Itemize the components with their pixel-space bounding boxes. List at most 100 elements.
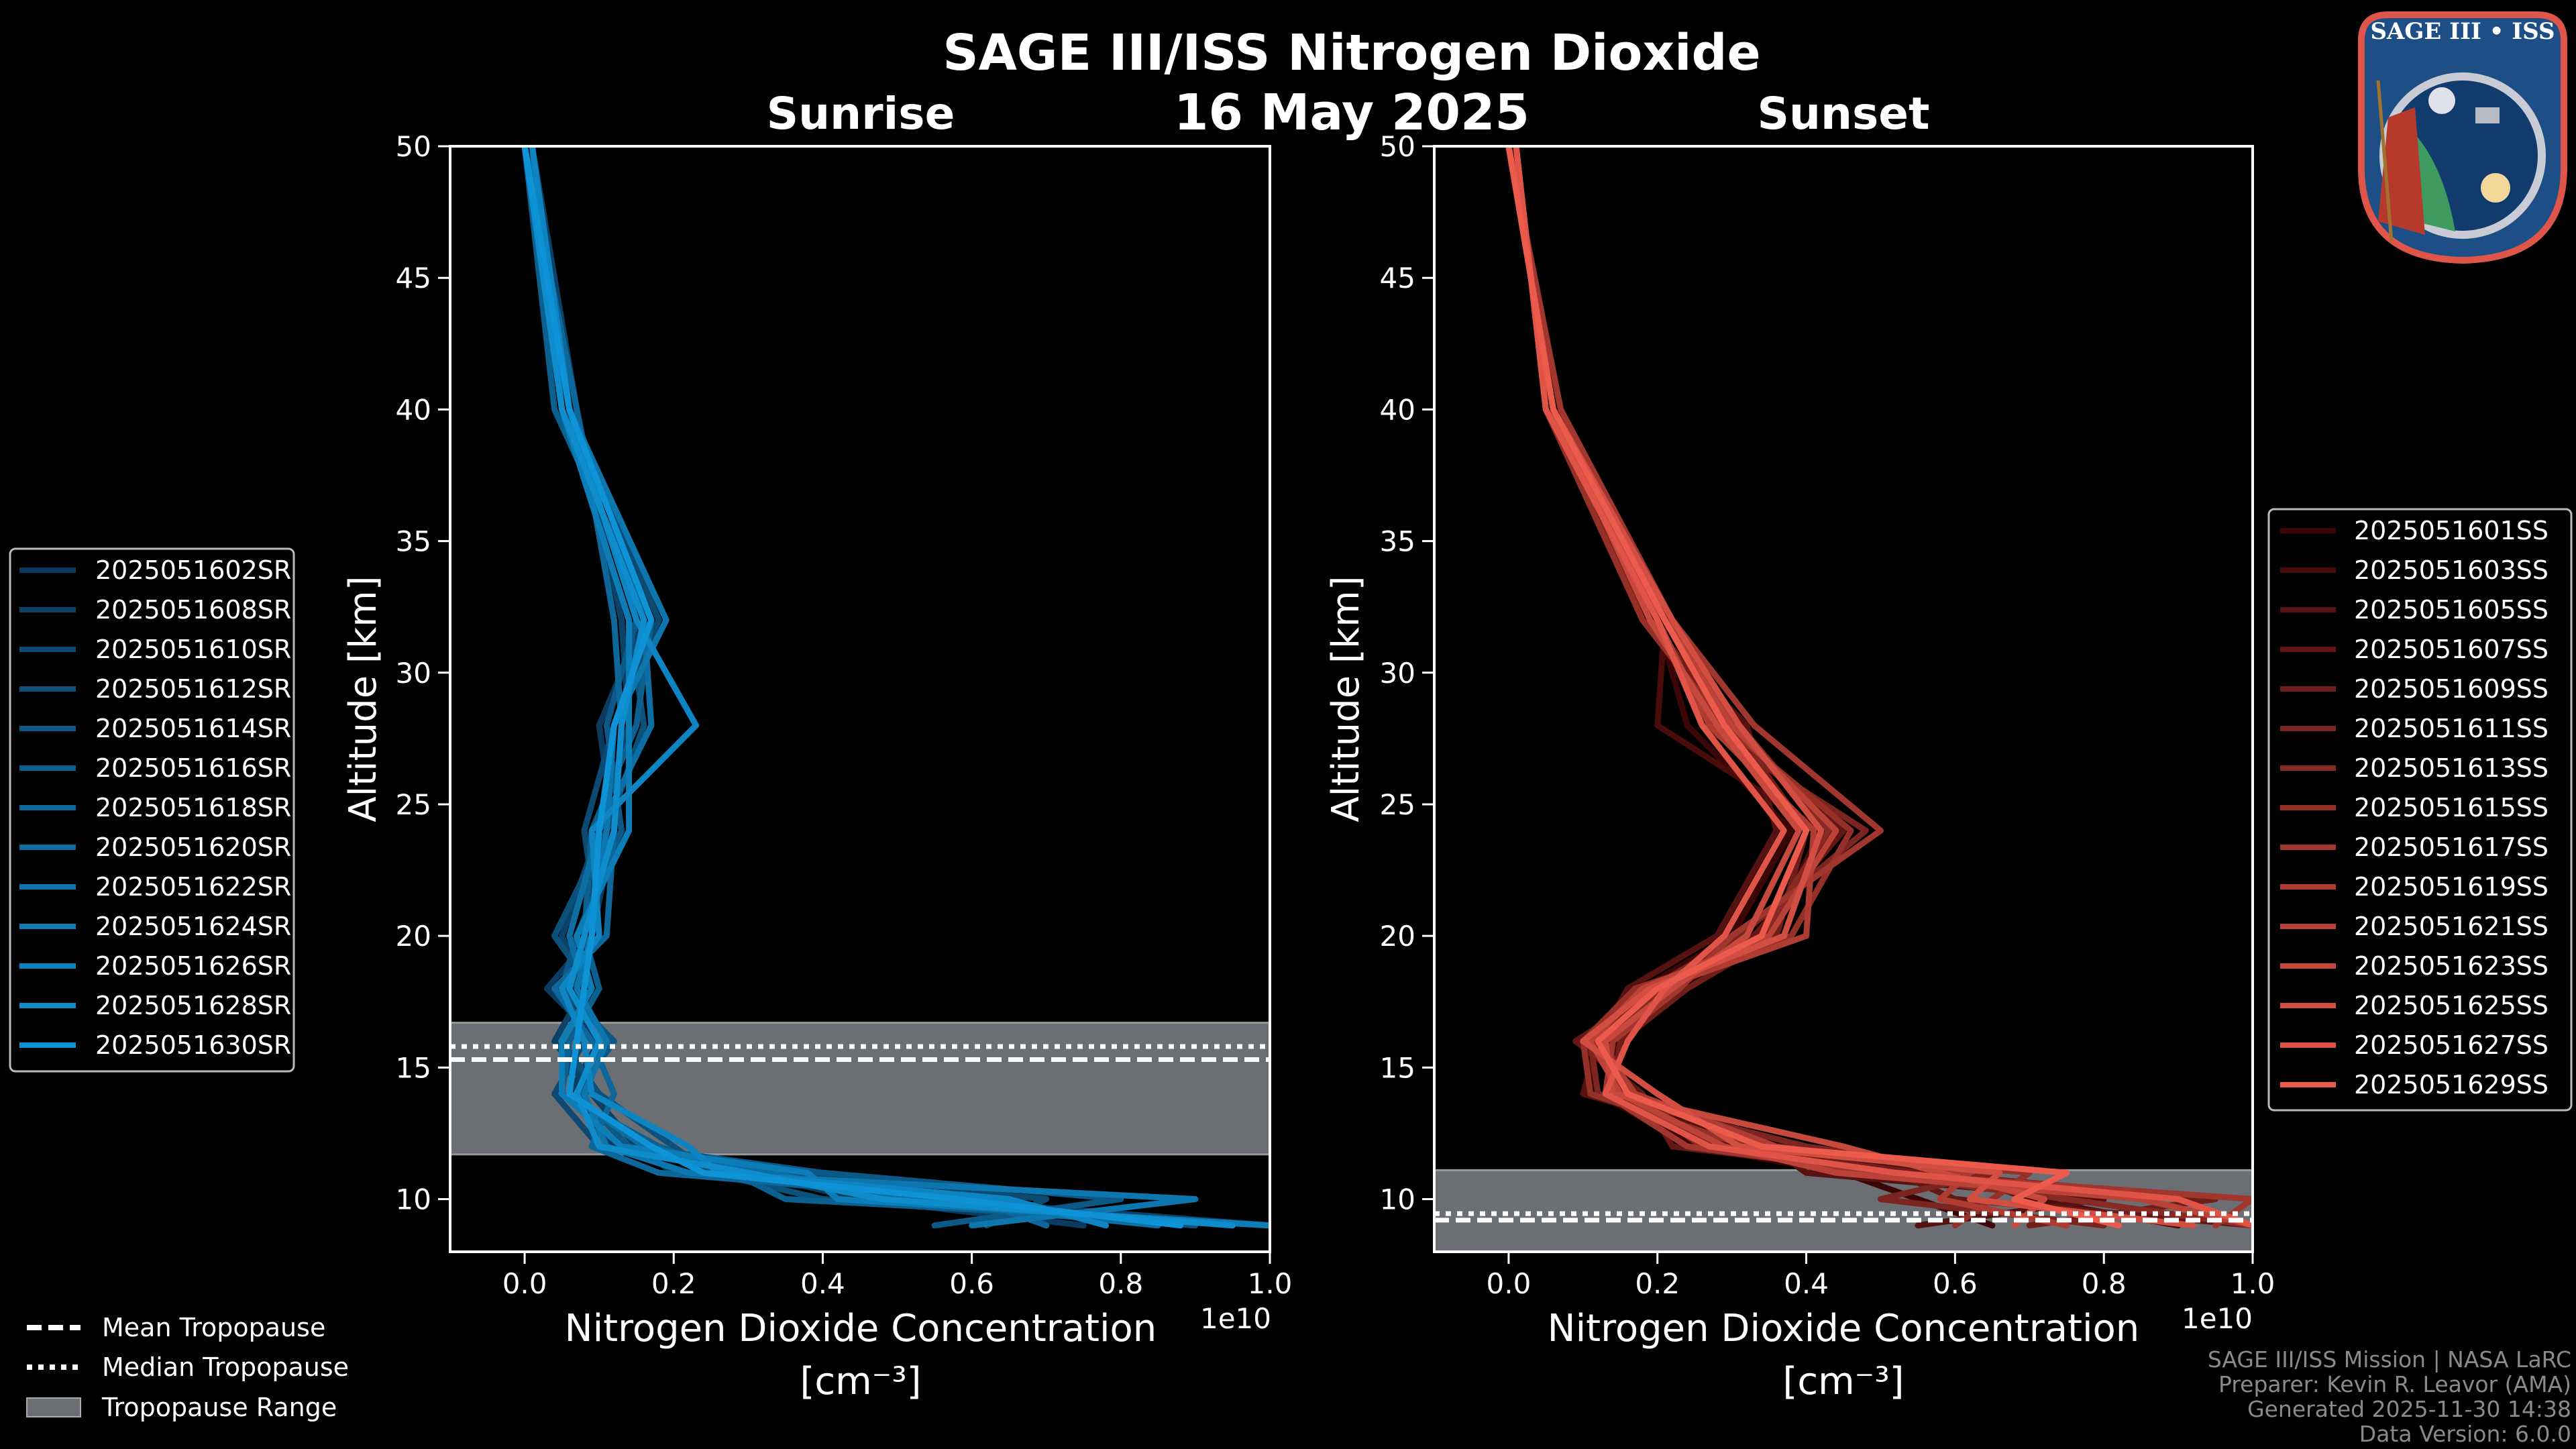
- footer-generated: Generated 2025-11-30 14:38: [2247, 1396, 2571, 1422]
- profile-line-2025051618SR: [521, 146, 1050, 1229]
- legend-label-2025051623SS: 2025051623SS: [2354, 951, 2548, 981]
- profile-line-2025051615SS: [1513, 146, 2033, 1229]
- y-tick-label: 45: [396, 262, 431, 294]
- y-tick-label: 10: [396, 1183, 431, 1216]
- sunset-x-axis-units: [cm⁻³]: [1782, 1360, 1904, 1403]
- profile-line-2025051622SR: [521, 146, 1199, 1229]
- x-tick-label: 0.6: [949, 1267, 994, 1300]
- legend-label-2025051605SS: 2025051605SS: [2354, 595, 2548, 625]
- x-tick-label: 0.2: [651, 1267, 696, 1300]
- x-tick-label: 1.0: [2231, 1267, 2275, 1300]
- legend-label-2025051617SS: 2025051617SS: [2354, 833, 2548, 862]
- profile-line-2025051630SR: [521, 146, 1184, 1229]
- x-tick-label: 0.4: [1784, 1267, 1829, 1300]
- sunrise-legend: 2025051602SR 2025051608SR 2025051610SR 2025…: [9, 547, 295, 1073]
- legend-label-2025051614SR: 2025051614SR: [95, 714, 291, 743]
- profile-line-2025051605SS: [1505, 146, 2107, 1229]
- legend-label-2025051615SS: 2025051615SS: [2354, 793, 2548, 822]
- sunset-x-multiplier: 1e10: [2182, 1302, 2253, 1335]
- sunrise-x-axis-units: [cm⁻³]: [800, 1360, 921, 1403]
- y-tick-label: 10: [1380, 1183, 1415, 1216]
- profile-line-2025051629SS: [1505, 146, 2122, 1229]
- x-tick-label: 0.2: [1635, 1267, 1680, 1300]
- x-tick-label: 1.0: [1248, 1267, 1293, 1300]
- sunrise-x-multiplier: 1e10: [1200, 1302, 1271, 1335]
- legend-label-2025051612SR: 2025051612SR: [95, 674, 291, 704]
- sunrise-x-axis-label: Nitrogen Dioxide Concentration: [565, 1307, 1157, 1350]
- tropopause-range-swatch: [26, 1397, 81, 1417]
- y-tick-label: 40: [396, 393, 431, 426]
- legend-label-2025051618SR: 2025051618SR: [95, 793, 291, 822]
- profile-line-2025051625SS: [1505, 146, 2196, 1229]
- sunset-panel-title: Sunset: [1757, 88, 1929, 140]
- legend-label-2025051616SR: 2025051616SR: [95, 753, 291, 783]
- y-tick-label: 35: [396, 525, 431, 558]
- x-tick-label: 0.6: [1933, 1267, 1978, 1300]
- sunrise-panel: 0.0 0.2 0.4 0.6 0.8 1.0 10 15 20 25 30 35 40 45 50: [396, 130, 1293, 1300]
- legend-label-2025051603SS: 2025051603SS: [2354, 555, 2548, 585]
- y-tick-label: 30: [1380, 657, 1415, 690]
- y-tick-label: 40: [1380, 393, 1415, 426]
- profile-line-2025051621SS: [1513, 146, 2253, 1229]
- mean-tropopause-label: Mean Tropopause: [102, 1313, 325, 1342]
- legend-label-2025051621SS: 2025051621SS: [2354, 912, 2548, 941]
- plot-frame: [1433, 145, 2254, 1253]
- y-tick-label: 25: [396, 788, 431, 821]
- legend-label-2025051610SR: 2025051610SR: [95, 635, 291, 664]
- profile-line-2025051628SR: [521, 146, 1236, 1229]
- median-tropopause-label: Median Tropopause: [102, 1352, 349, 1382]
- sunset-panel: 0.0 0.2 0.4 0.6 0.8 1.0 10 15 20 25 30 35 40 45 50: [1380, 130, 2275, 1300]
- y-tick-label: 50: [1380, 130, 1415, 163]
- y-tick-label: 35: [1380, 525, 1415, 558]
- x-tick-label: 0.4: [800, 1267, 845, 1300]
- legend-label-2025051624SR: 2025051624SR: [95, 912, 291, 941]
- tropopause-range-label: Tropopause Range: [101, 1393, 337, 1422]
- legend-label-2025051602SR: 2025051602SR: [95, 555, 291, 585]
- x-tick-label: 0.8: [2082, 1267, 2127, 1300]
- legend-label-2025051620SR: 2025051620SR: [95, 833, 291, 862]
- y-tick-label: 50: [396, 130, 431, 163]
- x-tick-label: 0.0: [502, 1267, 547, 1300]
- sunset-legend: 2025051601SS 2025051603SS 2025051605SS 2025…: [2267, 508, 2573, 1112]
- legend-label-2025051619SS: 2025051619SS: [2354, 872, 2548, 902]
- footer-version: Data Version: 6.0.0: [2359, 1421, 2571, 1447]
- profile-line-2025051623SS: [1505, 146, 2047, 1229]
- sunrise-y-axis-label: Altitude [km]: [341, 576, 385, 822]
- legend-label-2025051622SR: 2025051622SR: [95, 872, 291, 902]
- sunset-x-axis-label: Nitrogen Dioxide Concentration: [1548, 1307, 2140, 1350]
- y-tick-label: 25: [1380, 788, 1415, 821]
- footer-mission: SAGE III/ISS Mission | NASA LaRC: [2208, 1346, 2571, 1373]
- svg-text:SAGE III • ISS: SAGE III • ISS: [2370, 18, 2555, 45]
- footer-preparer: Preparer: Kevin R. Leavor (AMA): [2218, 1371, 2571, 1397]
- x-tick-label: 0.0: [1487, 1267, 1532, 1300]
- profile-line-2025051601SS: [1505, 146, 1996, 1229]
- legend-label-2025051627SS: 2025051627SS: [2354, 1030, 2548, 1060]
- plot-frame: [449, 145, 1271, 1253]
- profile-line-2025051627SS: [1513, 146, 2253, 1229]
- plot-area: [1434, 146, 2253, 1252]
- legend-label-2025051629SS: 2025051629SS: [2354, 1070, 2548, 1099]
- legend-label-2025051601SS: 2025051601SS: [2354, 516, 2548, 545]
- sage-iii-iss-logo: SAGE III • ISS: [2358, 11, 2567, 264]
- plot-area: [450, 146, 1270, 1229]
- legend-label-2025051609SS: 2025051609SS: [2354, 674, 2548, 704]
- x-tick-label: 0.8: [1098, 1267, 1143, 1300]
- y-tick-label: 20: [396, 920, 431, 953]
- y-tick-label: 45: [1380, 262, 1415, 294]
- profile-line-2025051611SS: [1505, 146, 2107, 1229]
- legend-label-2025051628SR: 2025051628SR: [95, 991, 291, 1020]
- legend-label-2025051625SS: 2025051625SS: [2354, 991, 2548, 1020]
- profile-line-2025051624SR: [521, 146, 1270, 1229]
- legend-label-2025051611SS: 2025051611SS: [2354, 714, 2548, 743]
- sunrise-panel-title: Sunrise: [767, 88, 955, 140]
- sunset-y-axis-label: Altitude [km]: [1324, 576, 1368, 822]
- y-tick-label: 20: [1380, 920, 1415, 953]
- tropopause-legend: Mean Tropopause Median Tropopause Tropop…: [26, 1313, 349, 1422]
- figure-title: SAGE III/ISS Nitrogen Dioxide: [943, 24, 1760, 82]
- figure-date: 16 May 2025: [1174, 84, 1529, 142]
- y-tick-label: 30: [396, 657, 431, 690]
- legend-label-2025051607SS: 2025051607SS: [2354, 635, 2548, 664]
- legend-label-2025051630SR: 2025051630SR: [95, 1030, 291, 1060]
- y-tick-label: 15: [1380, 1051, 1415, 1084]
